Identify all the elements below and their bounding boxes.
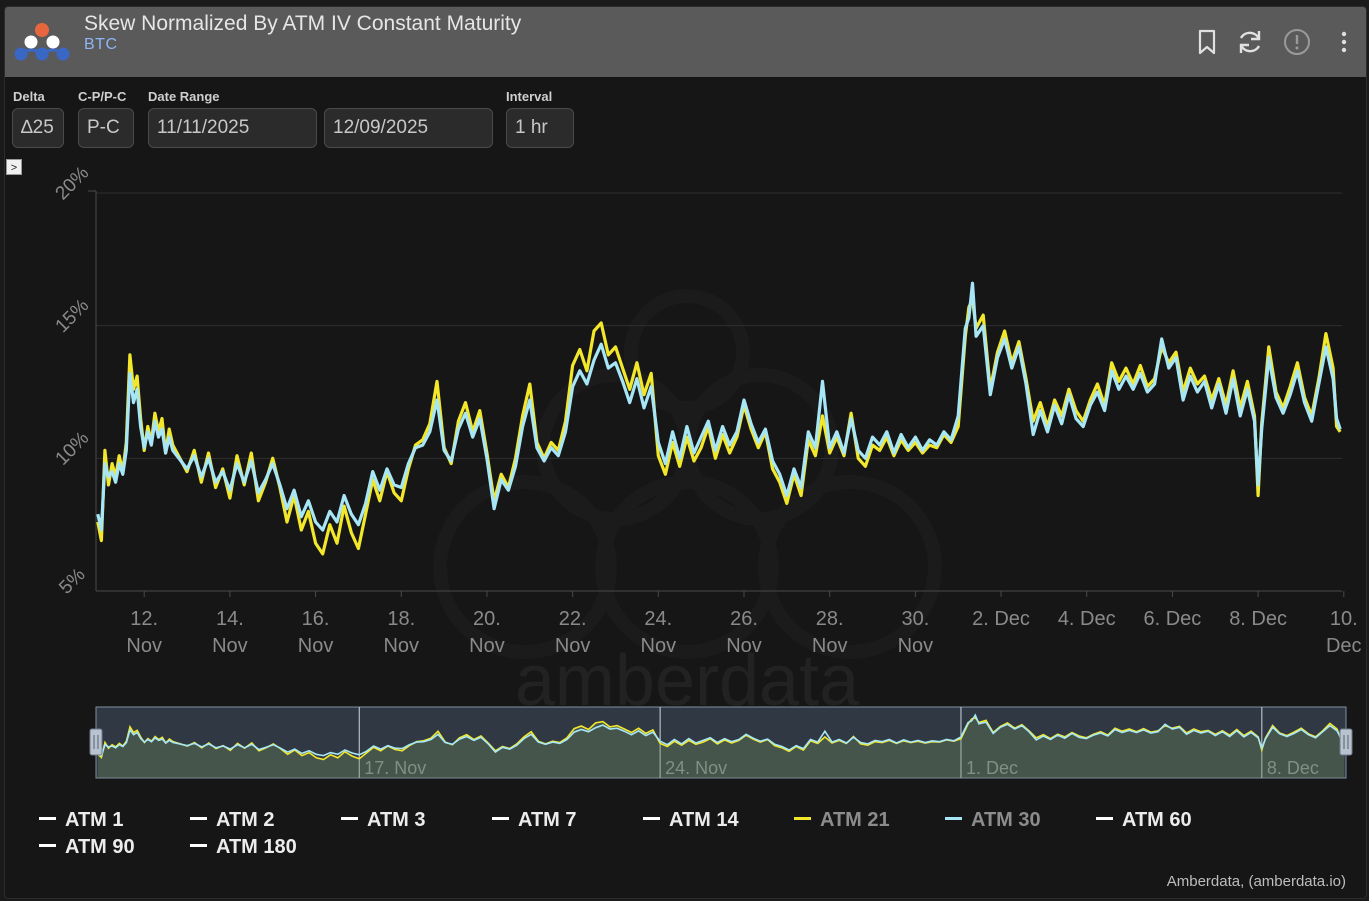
navigator-label: 17. Nov: [364, 758, 426, 778]
navigator-label: 1. Dec: [966, 758, 1018, 778]
cp-label: C-P/P-C: [78, 89, 127, 104]
legend-item-atm-60[interactable]: ATM 60: [1096, 809, 1192, 832]
x-tick-label: 30.: [901, 608, 929, 630]
x-tick-label: 4. Dec: [1058, 608, 1116, 630]
x-tick-label: 8. Dec: [1229, 608, 1287, 630]
credit-text: Amberdata, (amberdata.io): [1166, 873, 1346, 890]
x-tick-label: 22.: [559, 608, 587, 630]
legend-item-atm-21[interactable]: ATM 21: [794, 809, 890, 832]
series-line-atm-21: [96, 297, 1342, 556]
chart-widget: Skew Normalized By ATM IV Constant Matur…: [4, 6, 1367, 899]
more-vertical-icon[interactable]: [1329, 27, 1359, 57]
controls-bar: Delta ∆25 C-P/P-C P-C Date Range 11/11/2…: [5, 77, 1366, 159]
expand-panel-button[interactable]: >: [6, 159, 22, 175]
legend-label: ATM 30: [971, 809, 1041, 831]
legend-item-atm-30[interactable]: ATM 30: [945, 809, 1041, 832]
date-end-input[interactable]: 12/09/2025: [324, 108, 493, 148]
legend-label: ATM 180: [216, 836, 297, 858]
legend-swatch: [39, 844, 56, 848]
navigator-area: [97, 717, 1345, 778]
y-tick-label: 20%: [52, 163, 94, 205]
legend-label: ATM 7: [518, 809, 577, 831]
x-tick-label: Nov: [212, 635, 248, 657]
legend-swatch: [794, 817, 811, 821]
legend-swatch: [190, 817, 207, 821]
x-tick-label: 28.: [816, 608, 844, 630]
x-tick-label: 16.: [302, 608, 330, 630]
interval-select[interactable]: 1 hr: [506, 108, 574, 148]
x-tick-label: Nov: [383, 635, 419, 657]
navigator-handle-left[interactable]: [89, 728, 103, 756]
x-tick-label: 14.: [216, 608, 244, 630]
x-tick-label: 10.: [1330, 608, 1358, 630]
x-tick-label: Nov: [812, 635, 848, 657]
legend-item-atm-2[interactable]: ATM 2: [190, 809, 275, 832]
legend-item-atm-14[interactable]: ATM 14: [643, 809, 739, 832]
legend-label: ATM 21: [820, 809, 890, 831]
x-tick-label: 12.: [130, 608, 158, 630]
interval-label: Interval: [506, 89, 553, 104]
navigator-series-atm-30: [97, 713, 1345, 757]
y-tick-label: 5%: [55, 564, 89, 598]
legend-label: ATM 2: [216, 809, 275, 831]
navigator-handle-right[interactable]: [1339, 728, 1353, 756]
x-tick-label: Nov: [641, 635, 677, 657]
date-start-input[interactable]: 11/11/2025: [148, 108, 317, 148]
alert-icon[interactable]: [1282, 27, 1312, 57]
legend-swatch: [1096, 817, 1113, 821]
x-tick-label: 6. Dec: [1144, 608, 1202, 630]
legend-item-atm-1[interactable]: ATM 1: [39, 809, 124, 832]
y-tick-label: 10%: [52, 428, 94, 470]
legend-label: ATM 60: [1122, 809, 1192, 831]
x-tick-label: Nov: [555, 635, 591, 657]
legend-swatch: [492, 817, 509, 821]
x-tick-label: 26.: [730, 608, 758, 630]
series: [96, 281, 1342, 556]
x-tick-label: 18.: [387, 608, 415, 630]
x-tick-label: Nov: [298, 635, 334, 657]
x-tick-label: Nov: [469, 635, 505, 657]
legend-swatch: [643, 817, 660, 821]
navigator[interactable]: 17. Nov 24. Nov 1. Dec 8. Dec: [89, 706, 1353, 779]
navigator-label: 24. Nov: [665, 758, 727, 778]
widget-title: Skew Normalized By ATM IV Constant Matur…: [84, 12, 522, 35]
x-tick-label: Nov: [898, 635, 934, 657]
x-tick-label: 24.: [644, 608, 672, 630]
delta-label: Delta: [13, 89, 45, 104]
series-line-atm-30: [96, 281, 1342, 532]
legend-item-atm-3[interactable]: ATM 3: [341, 809, 426, 832]
legend-swatch: [190, 844, 207, 848]
legend-label: ATM 14: [669, 809, 739, 831]
navigator-label: 8. Dec: [1267, 758, 1319, 778]
amberdata-logo-icon: [14, 23, 70, 61]
legend-item-atm-7[interactable]: ATM 7: [492, 809, 577, 832]
refresh-icon[interactable]: [1235, 27, 1265, 57]
legend-label: ATM 90: [65, 836, 135, 858]
widget-subtitle: BTC: [84, 36, 118, 53]
legend-item-atm-90[interactable]: ATM 90: [39, 836, 135, 859]
legend-swatch: [39, 817, 56, 821]
x-tick-label: Nov: [726, 635, 762, 657]
legend-swatch: [341, 817, 358, 821]
y-tick-label: 15%: [52, 295, 94, 337]
x-tick-label: 20.: [473, 608, 501, 630]
x-tick-label: Dec: [1326, 635, 1362, 657]
x-tick-label: Nov: [126, 635, 162, 657]
delta-select[interactable]: ∆25: [12, 108, 64, 148]
x-tick-label: 2. Dec: [972, 608, 1030, 630]
bookmark-icon[interactable]: [1192, 27, 1222, 57]
widget-header: Skew Normalized By ATM IV Constant Matur…: [5, 7, 1366, 77]
legend-label: ATM 3: [367, 809, 426, 831]
legend-swatch: [945, 817, 962, 821]
watermark: amberdata: [433, 289, 942, 721]
cp-select[interactable]: P-C: [78, 108, 134, 148]
date-range-label: Date Range: [148, 89, 220, 104]
legend-item-atm-180[interactable]: ATM 180: [190, 836, 297, 859]
chart-area: amberdata 5% 10% 15% 20% 12. Nov 14. Nov 16. Nov 1…: [52, 163, 1362, 779]
legend-label: ATM 1: [65, 809, 124, 831]
